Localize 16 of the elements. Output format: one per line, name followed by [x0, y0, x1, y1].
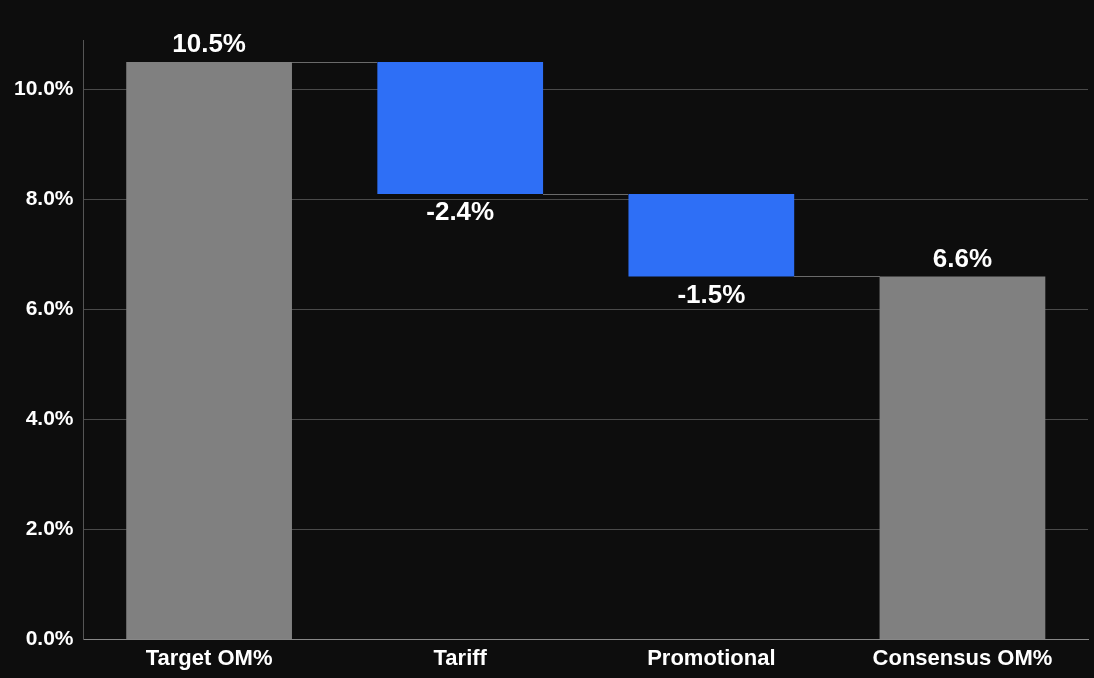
y-tick-label: 4.0%	[25, 406, 74, 430]
x-tick-label: Tariff	[433, 644, 488, 670]
data-label: -2.4%	[426, 196, 495, 227]
data-label: 10.5%	[172, 28, 246, 59]
x-tick-label: Target OM%	[145, 644, 273, 670]
y-tick-label: 8.0%	[25, 186, 74, 210]
y-tick-label: 6.0%	[25, 296, 74, 320]
bar	[628, 194, 795, 277]
y-tick-label: 0.0%	[25, 626, 74, 650]
y-tick-label: 10.0%	[14, 76, 74, 100]
bar	[377, 62, 544, 195]
x-tick-label: Consensus OM%	[872, 644, 1053, 670]
y-tick-label: 2.0%	[25, 516, 74, 540]
data-label: 6.6%	[932, 242, 993, 273]
x-tick-label: Promotional	[647, 644, 776, 670]
data-label: -1.5%	[677, 278, 746, 309]
